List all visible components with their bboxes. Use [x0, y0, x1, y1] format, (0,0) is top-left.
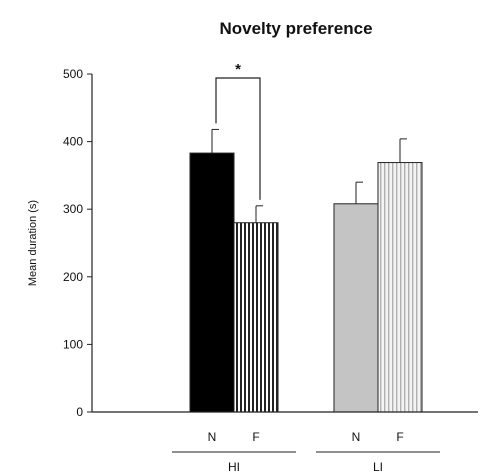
chart-title: Novelty preference: [219, 19, 372, 38]
y-tick-label: 300: [63, 202, 83, 216]
bar-li-f: [377, 162, 423, 413]
category-label: F: [252, 430, 259, 444]
y-tick-label: 400: [63, 135, 83, 149]
y-tick-label: 500: [63, 67, 83, 81]
bar-hi-n: [189, 152, 235, 413]
y-tick-label: 0: [76, 405, 83, 419]
bar-hi-f: [233, 222, 279, 413]
significance-marker: *: [235, 61, 241, 78]
bar-li-n: [333, 203, 379, 413]
category-label: N: [208, 430, 217, 444]
category-label: F: [396, 430, 403, 444]
category-label: N: [352, 430, 361, 444]
y-tick-label: 200: [63, 270, 83, 284]
significance-bracket: [215, 77, 261, 200]
y-axis-label: Mean duration (s): [27, 200, 39, 286]
group-label: HI: [228, 460, 240, 474]
group-label: LI: [373, 460, 383, 474]
plot-area: 0 100 200 300 400 500 N F HI N F LI *: [63, 61, 478, 474]
y-tick-label: 100: [63, 337, 83, 351]
